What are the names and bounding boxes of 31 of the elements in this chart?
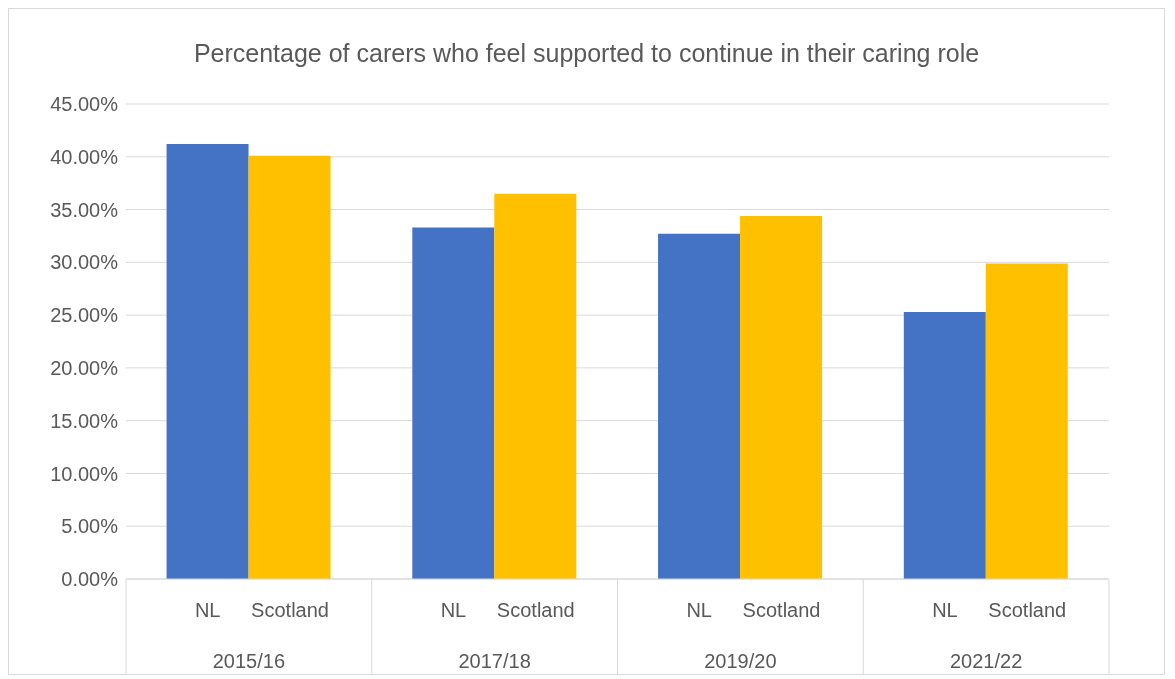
x-tick-label: 2015/16 — [212, 650, 286, 672]
text: NL — [686, 599, 712, 621]
chart-title: Percentage of carers who feel supported to continue in their caring role — [192, 39, 981, 68]
y-tick-label: 40.00% — [50, 145, 119, 168]
x-tick-label: 2019/20 — [704, 650, 777, 672]
y-tick-label: 5.00% — [61, 515, 119, 538]
series-label: NL — [194, 599, 221, 621]
bar — [166, 144, 249, 579]
y-tick-label: 10.00% — [50, 462, 119, 485]
bar — [903, 311, 986, 579]
text: NL — [440, 599, 467, 621]
x-tick-label: 2017/18 — [458, 650, 531, 672]
bar — [248, 155, 331, 579]
y-tick-label: 45.00% — [50, 93, 119, 116]
text: Scotland — [496, 599, 575, 621]
y-tick-label: 15.00% — [50, 409, 119, 432]
bar — [985, 263, 1068, 579]
x-tick-label: 2021/22 — [949, 650, 1023, 672]
y-tick-label: 30.00% — [50, 251, 119, 274]
bar — [412, 227, 495, 579]
text: Scotland — [988, 599, 1067, 621]
y-tick-label: 0.00% — [61, 568, 119, 591]
text: NL — [932, 599, 958, 621]
bar — [658, 233, 741, 579]
y-tick-label: 35.00% — [50, 198, 119, 221]
y-tick-label: 25.00% — [50, 304, 119, 327]
bar — [494, 193, 577, 579]
series-label: Scotland — [251, 599, 329, 621]
y-tick-label: 20.00% — [50, 356, 119, 379]
bar — [740, 215, 823, 579]
text: Scotland — [742, 599, 821, 621]
